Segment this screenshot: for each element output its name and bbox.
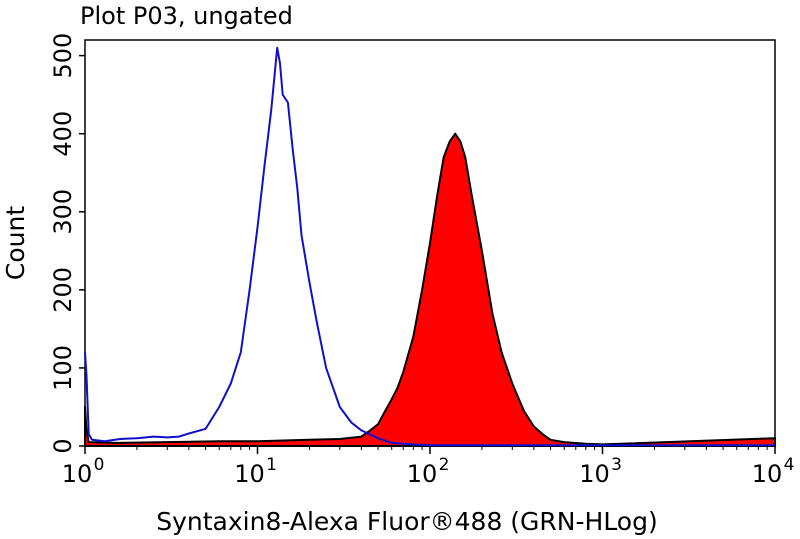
x-tick-exponent: 3	[611, 455, 622, 475]
y-tick-label: 0	[49, 438, 77, 453]
x-tick-label: 10	[62, 460, 93, 488]
chart-title: Plot P03, ungated	[80, 2, 293, 30]
y-axis: 0 100 200 300 400 500	[49, 33, 85, 454]
y-tick-label: 400	[49, 111, 77, 157]
y-tick-label: 200	[49, 267, 77, 313]
x-tick-label: 10	[234, 460, 265, 488]
x-tick-label: 10	[752, 460, 783, 488]
y-tick-label: 300	[49, 189, 77, 235]
y-tick-label: 100	[49, 345, 77, 391]
series-layer	[84, 46, 776, 447]
histogram-filled-series	[84, 132, 776, 447]
x-axis-label: Syntaxin8-Alexa Fluor®488 (GRN-HLog)	[156, 507, 657, 536]
x-tick-exponent: 0	[94, 455, 105, 475]
x-tick-exponent: 4	[784, 455, 795, 475]
x-tick-label: 10	[579, 460, 610, 488]
x-tick-label: 10	[407, 460, 438, 488]
x-tick-exponent: 1	[266, 455, 277, 475]
histogram-outline-series	[84, 46, 775, 447]
y-axis-label: Count	[1, 206, 30, 280]
y-tick-label: 500	[49, 33, 77, 79]
x-axis: 10 0 10 1 10 2 10 3 10 4	[62, 446, 795, 488]
x-tick-exponent: 2	[439, 455, 450, 475]
